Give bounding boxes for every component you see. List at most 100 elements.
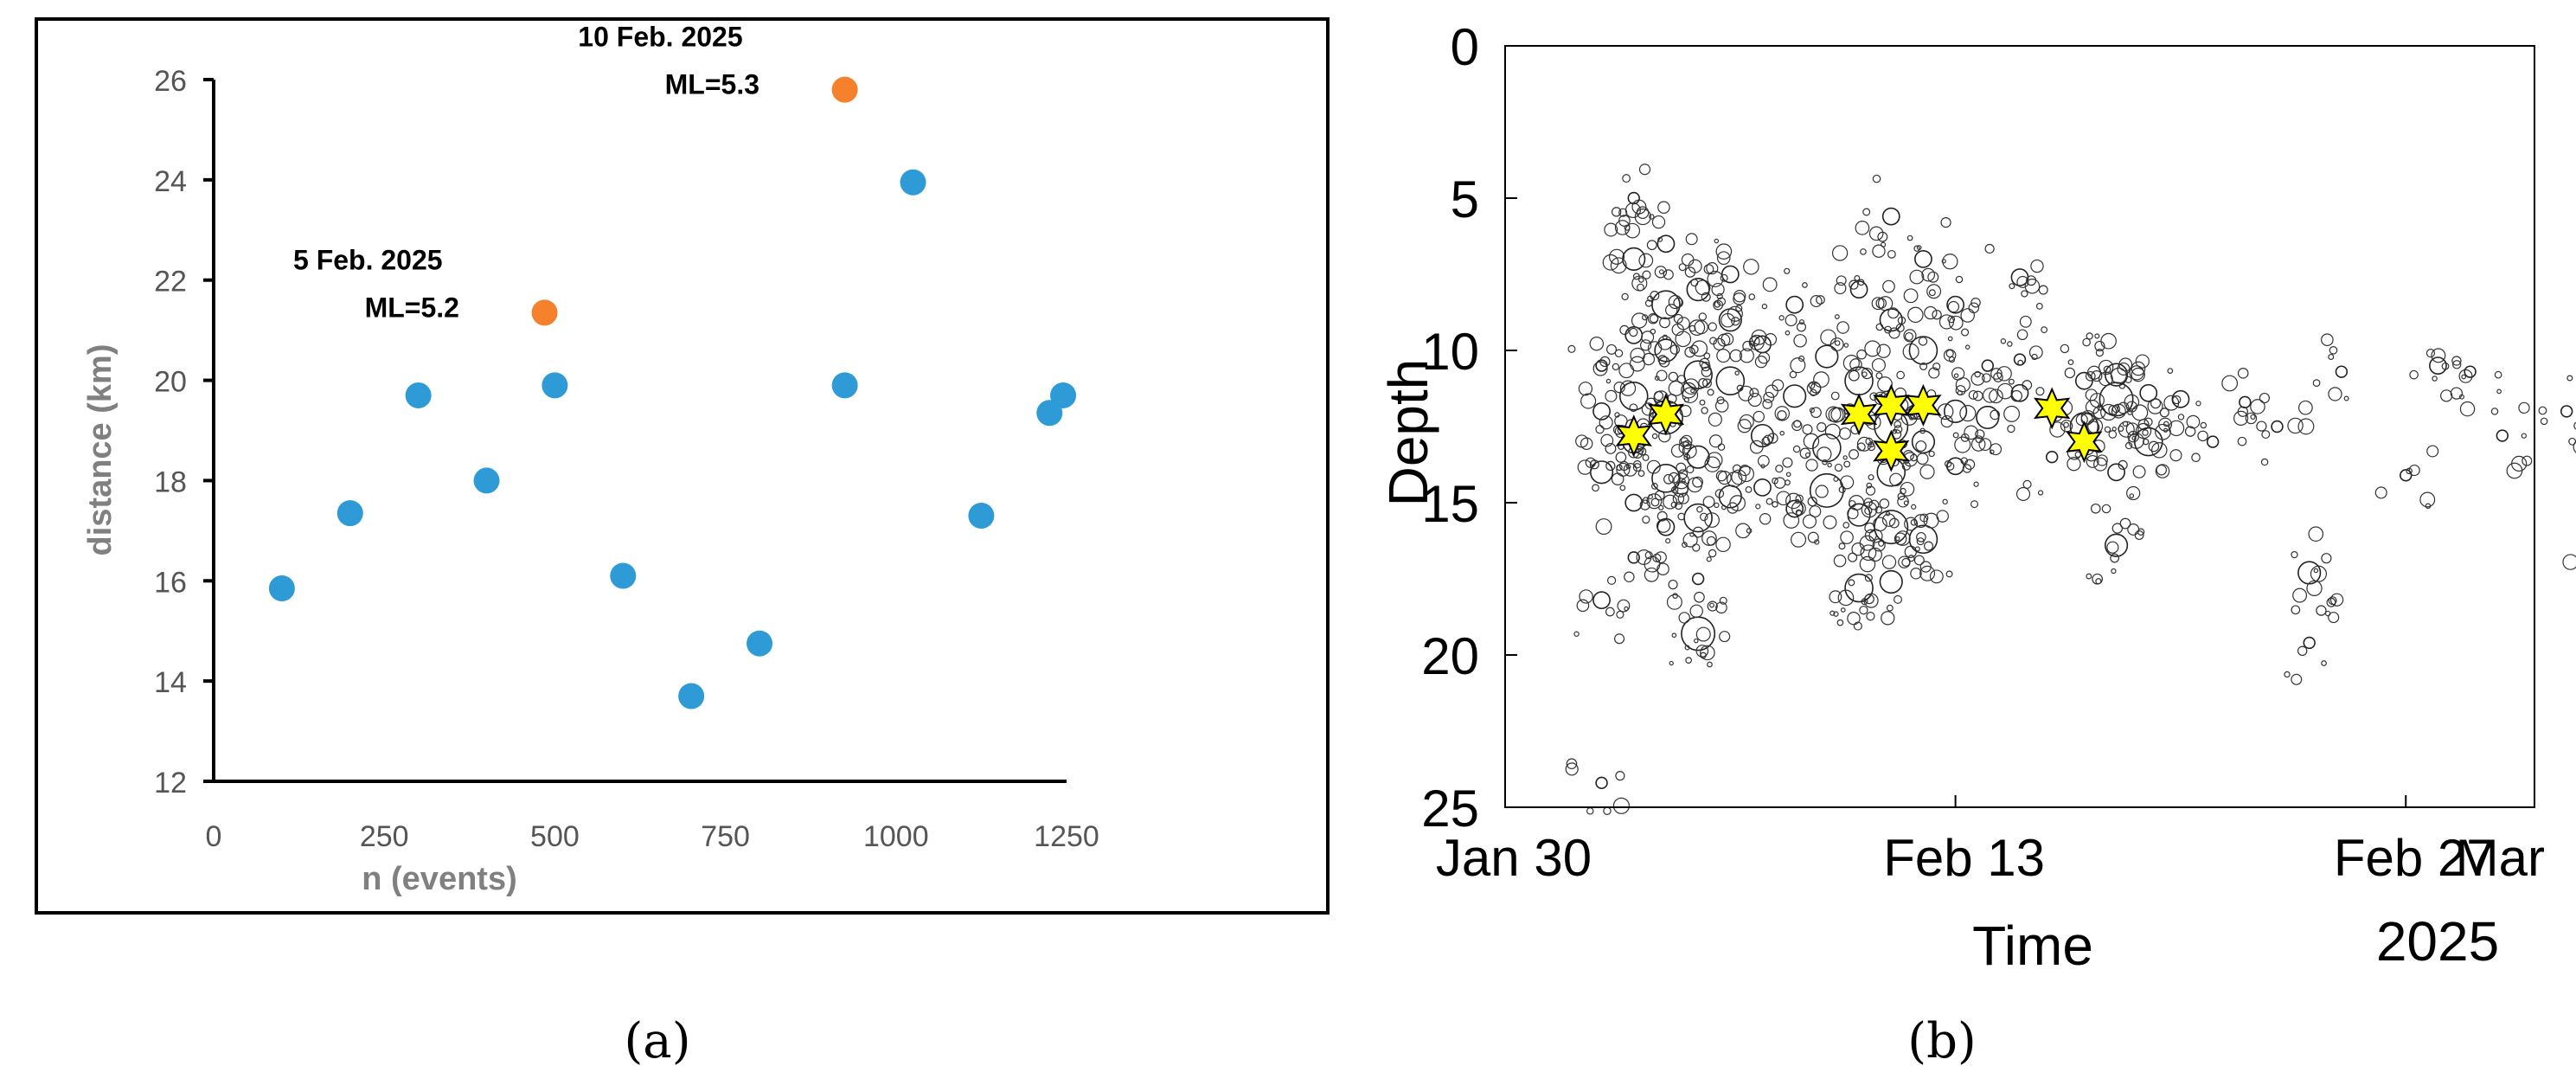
event-circle xyxy=(1836,321,1849,334)
event-circle xyxy=(1656,510,1668,522)
event-circle xyxy=(1748,293,1756,300)
event-circle xyxy=(2374,486,2387,499)
event-circle xyxy=(2261,430,2271,440)
event-circle xyxy=(1721,265,1740,284)
event-circle xyxy=(1918,337,1928,346)
event-circle xyxy=(2030,259,2044,273)
depth-axis-label: Depth xyxy=(1377,359,1439,507)
event-circle xyxy=(1699,357,1710,369)
event-circle xyxy=(1678,612,1690,624)
event-circle xyxy=(1792,445,1801,453)
event-circle xyxy=(2155,464,2170,478)
event-circle xyxy=(1668,294,1682,310)
event-circle xyxy=(1711,282,1725,297)
event-circle xyxy=(1663,473,1674,485)
event-circle xyxy=(1859,555,1876,573)
event-circle xyxy=(1772,501,1778,508)
annotation-date: 5 Feb. 2025 xyxy=(293,244,443,275)
event-circle xyxy=(1809,408,1816,414)
event-circle xyxy=(2022,380,2033,390)
event-circle xyxy=(1612,363,1620,371)
event-circle xyxy=(2312,379,2321,387)
event-circle xyxy=(1653,390,1664,401)
panel-b-mainshocks xyxy=(1615,383,2103,472)
event-circle xyxy=(1815,344,1839,369)
event-circle xyxy=(1625,464,1631,470)
event-circle xyxy=(1940,217,1951,228)
event-circle xyxy=(2099,382,2134,417)
event-circle xyxy=(2017,359,2024,366)
event-circle xyxy=(2100,403,2118,421)
event-circle xyxy=(1921,267,1936,282)
event-circle xyxy=(2206,435,2220,448)
event-circle xyxy=(2124,394,2140,410)
event-circle xyxy=(1658,269,1664,275)
event-circle xyxy=(1716,396,1725,405)
event-circle xyxy=(2127,523,2140,536)
event-circle xyxy=(1754,355,1768,369)
x-tick-label: Feb 27 xyxy=(2334,829,2496,887)
event-circle xyxy=(1976,405,2000,430)
event-circle xyxy=(2085,388,2098,401)
event-circle xyxy=(1860,544,1877,562)
event-circle xyxy=(1589,336,1605,351)
event-circle xyxy=(2233,410,2249,426)
event-circle xyxy=(1677,512,1686,521)
event-circle xyxy=(1849,279,1859,290)
event-circle xyxy=(2096,454,2108,466)
mainshock-star xyxy=(1840,393,1878,436)
event-circle xyxy=(1990,443,2002,456)
event-circle xyxy=(1599,415,1613,430)
event-circle xyxy=(1887,307,1900,319)
event-circle xyxy=(1599,356,1611,368)
event-circle xyxy=(1589,460,1614,485)
event-circle xyxy=(1605,460,1616,472)
event-circle xyxy=(1642,270,1651,279)
event-circle xyxy=(2135,354,2150,369)
event-circle xyxy=(1642,453,1650,461)
event-circle xyxy=(2560,405,2573,418)
event-circle xyxy=(1592,401,1611,421)
panel-a-points xyxy=(268,76,1077,709)
event-circle xyxy=(1887,249,1896,259)
event-circle xyxy=(1848,579,1855,587)
event-circle xyxy=(2139,383,2158,402)
event-circle xyxy=(1708,549,1717,558)
event-circle xyxy=(1815,485,1829,498)
event-circle xyxy=(1738,385,1754,401)
event-circle xyxy=(1629,403,1638,413)
event-circle xyxy=(1753,478,1772,497)
event-circle xyxy=(1642,515,1650,524)
mainshock-star xyxy=(1873,429,1910,472)
event-circle xyxy=(1657,335,1673,350)
event-circle xyxy=(2464,365,2477,378)
event-circle xyxy=(1809,505,1822,518)
event-circle xyxy=(1981,359,1995,372)
event-circle xyxy=(1703,352,1711,360)
event-circle xyxy=(2171,389,2190,408)
event-circle xyxy=(1982,388,1998,403)
event-circle xyxy=(1878,296,1894,311)
event-circle xyxy=(1714,502,1720,509)
event-circle xyxy=(1816,295,1825,305)
event-circle xyxy=(1857,279,1865,286)
x-tick-label: 500 xyxy=(530,820,580,853)
event-circle xyxy=(2329,345,2338,355)
event-circle xyxy=(2490,408,2499,415)
event-circle xyxy=(1689,604,1703,619)
event-circle xyxy=(1678,263,1687,272)
event-circle xyxy=(1644,567,1659,582)
event-circle xyxy=(1875,298,1887,309)
event-circle xyxy=(2008,378,2015,385)
event-circle xyxy=(1616,464,1623,472)
event-circle xyxy=(1676,317,1690,331)
event-circle xyxy=(2106,541,2119,554)
event-circle xyxy=(1732,464,1741,473)
event-circle xyxy=(1783,384,1807,408)
event-circle xyxy=(1868,226,1884,241)
event-circle xyxy=(1879,498,1890,509)
event-circle xyxy=(1695,645,1709,658)
event-circle xyxy=(2104,533,2129,557)
